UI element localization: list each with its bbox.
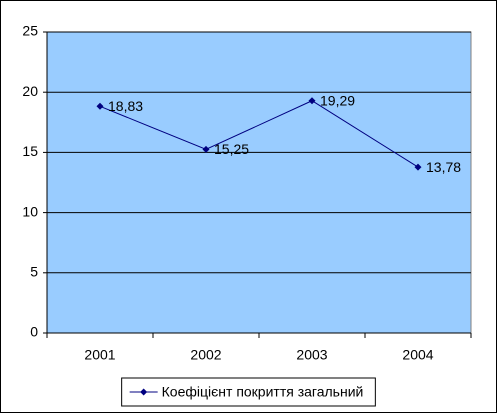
legend-box: [121, 377, 376, 407]
legend-label: Коефіцієнт покриття загальний: [162, 384, 364, 400]
point-marker: [96, 102, 104, 110]
plot-area: [46, 31, 472, 334]
point-marker: [202, 145, 210, 153]
data-label: 19,29: [320, 92, 355, 108]
series-line: [99, 100, 419, 168]
y-tick-label: 15: [22, 143, 38, 159]
data-label: 18,83: [108, 98, 143, 114]
point-marker: [414, 163, 422, 171]
y-tick-label: 20: [22, 83, 38, 99]
x-tick-label: 2001: [84, 347, 115, 363]
y-tick-label: 0: [30, 324, 38, 340]
y-tick-label: 5: [30, 264, 38, 280]
x-tick-label: 2003: [296, 347, 327, 363]
legend-marker: [140, 388, 148, 396]
point-marker: [308, 97, 316, 105]
x-tick-label: 2004: [402, 347, 433, 363]
data-label: 15,25: [214, 141, 249, 157]
y-tick-label: 25: [22, 23, 38, 39]
data-label: 13,78: [426, 159, 461, 175]
y-tick-label: 10: [22, 203, 38, 219]
x-tick-label: 2002: [190, 347, 221, 363]
